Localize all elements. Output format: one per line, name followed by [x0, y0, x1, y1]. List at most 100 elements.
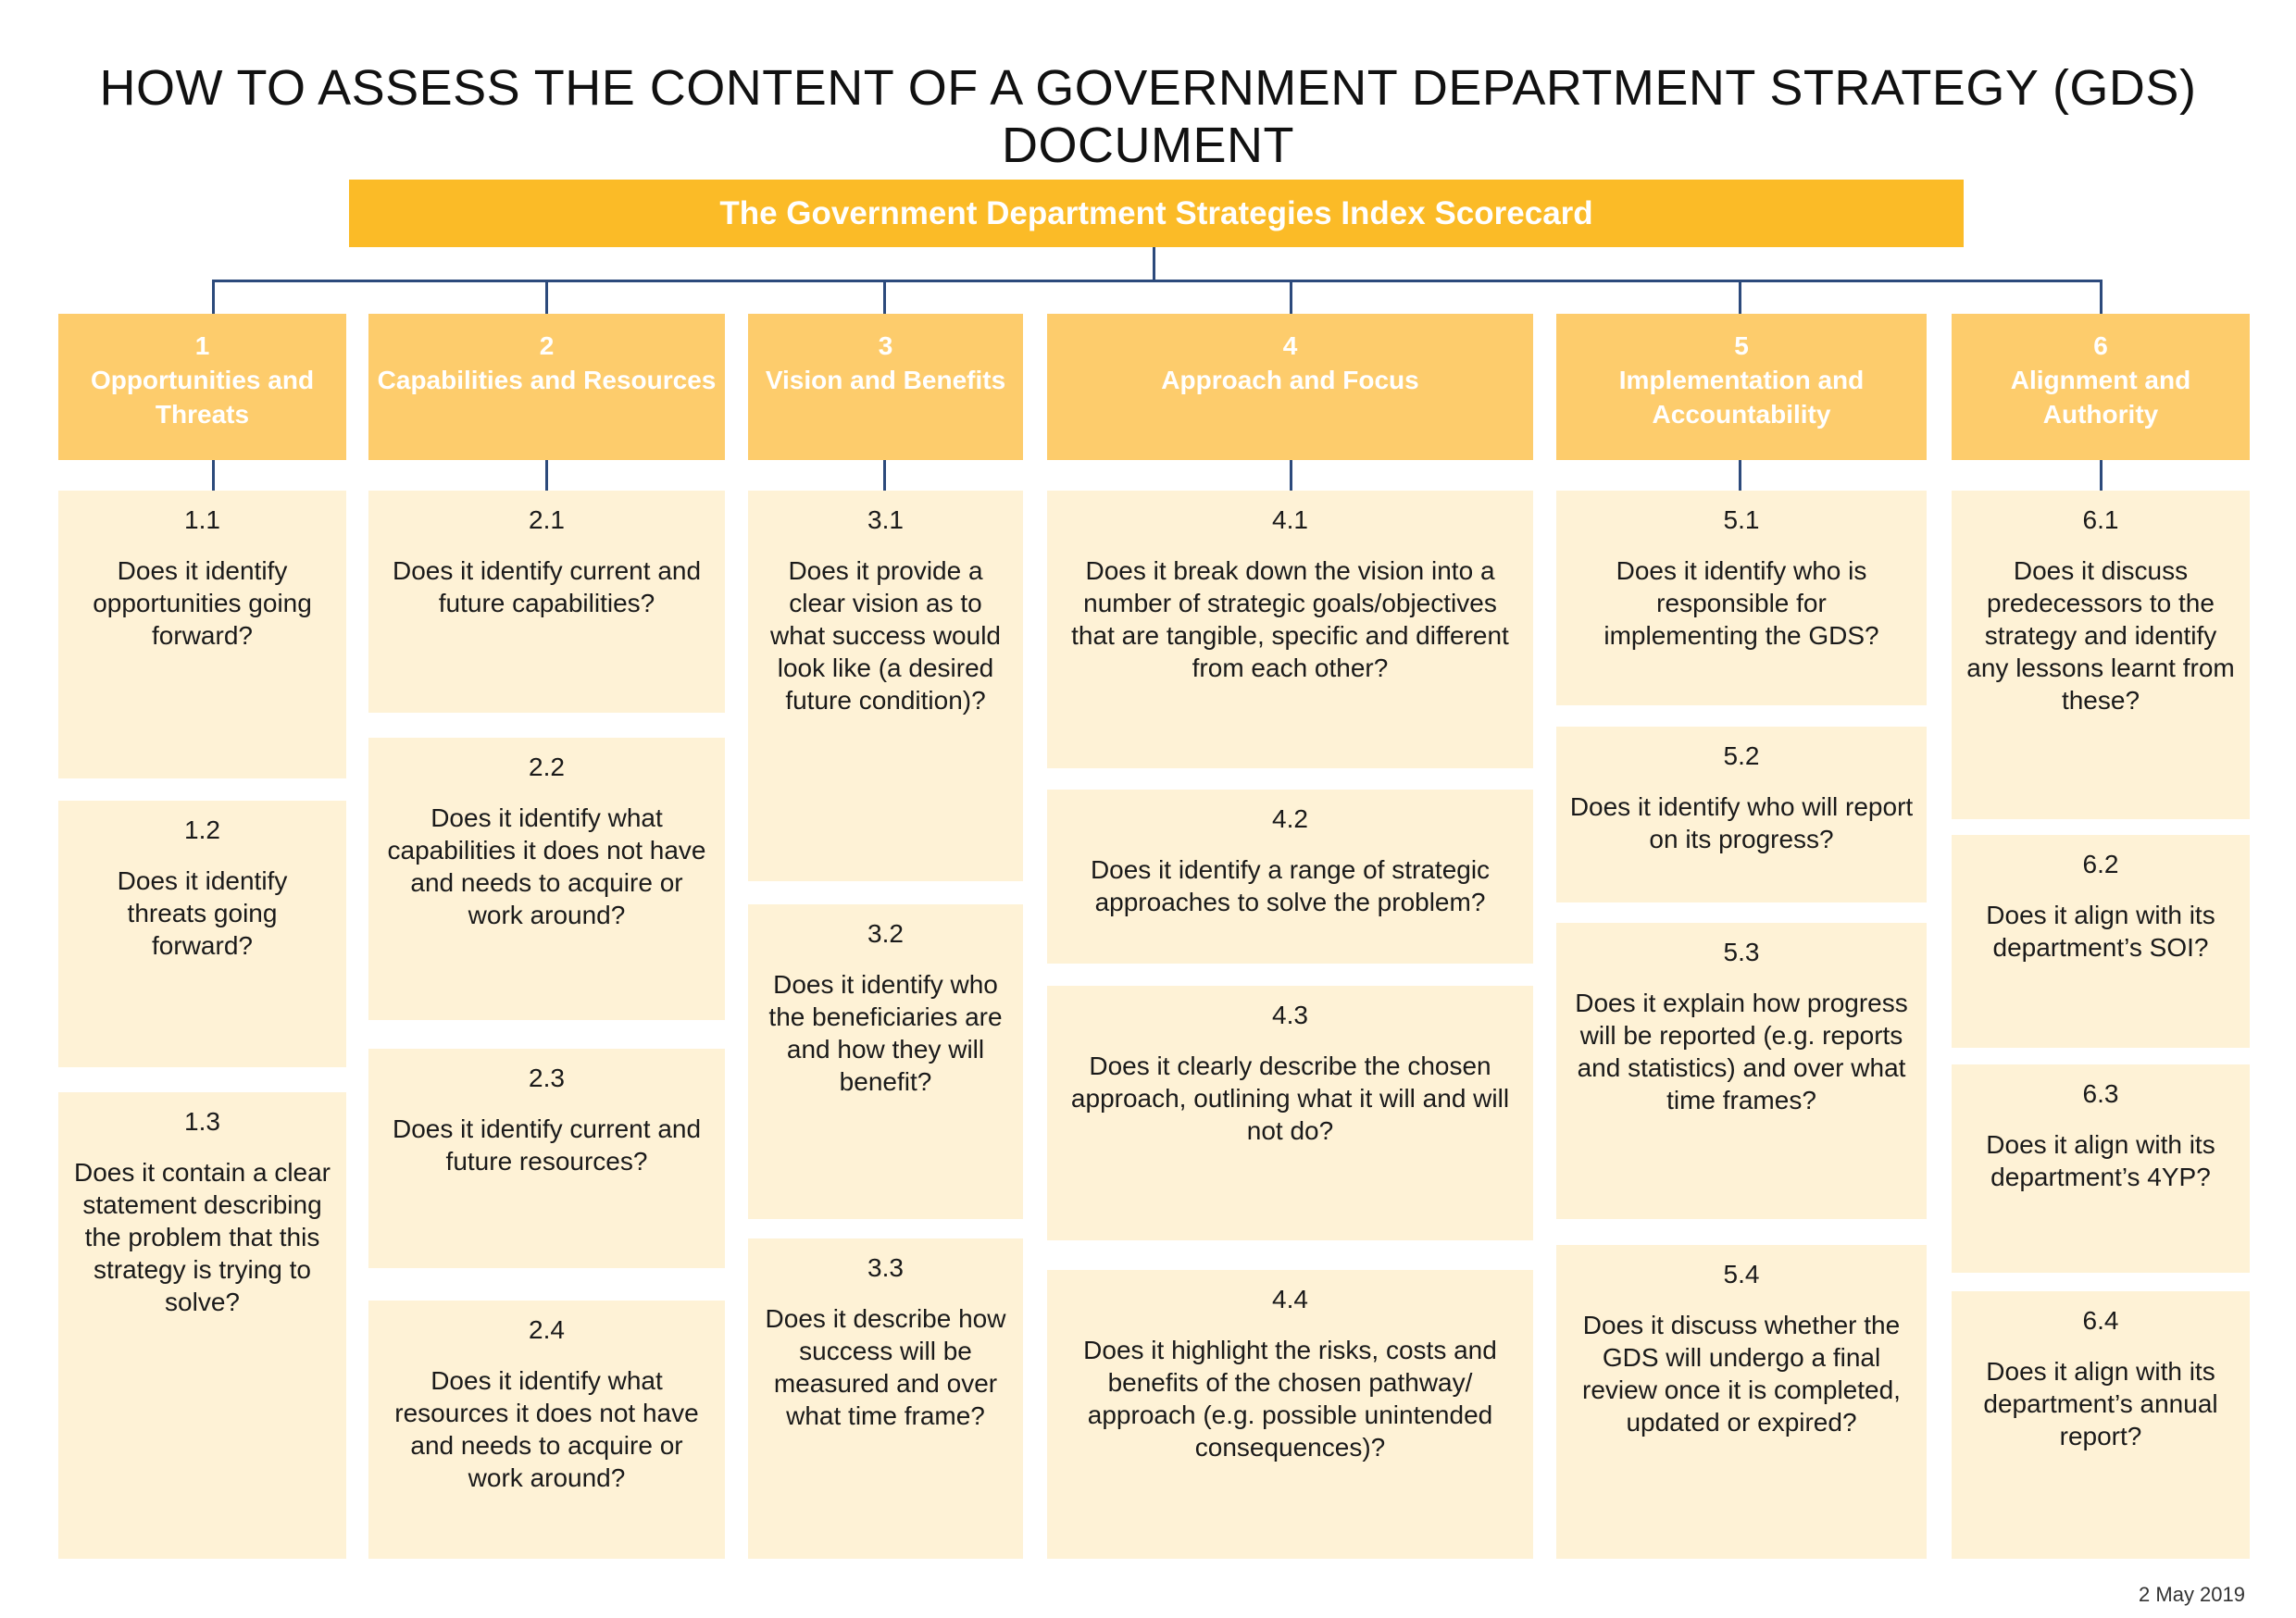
connector-drop-3 — [883, 280, 886, 314]
column-number: 4 — [1282, 331, 1298, 360]
question-number: 4.3 — [1272, 1001, 1308, 1029]
column-number: 6 — [2093, 331, 2108, 360]
connector-drop-1 — [212, 280, 215, 314]
question-number: 5.4 — [1723, 1260, 1760, 1288]
question-number: 1.3 — [184, 1107, 220, 1136]
connector-header-1 — [212, 460, 215, 491]
question-number: 4.1 — [1272, 505, 1308, 534]
question-box-5-4: 5.4 Does it discuss whether the GDS will… — [1556, 1245, 1927, 1559]
question-text: Does it identify current and future reso… — [392, 1114, 702, 1176]
question-number: 5.1 — [1723, 505, 1760, 534]
column-title: Vision and Benefits — [765, 366, 1006, 394]
column-number: 1 — [194, 331, 210, 360]
question-number: 3.3 — [867, 1253, 904, 1282]
connector-drop-2 — [545, 280, 548, 314]
question-text: Does it provide a clear vision as to wha… — [769, 556, 1001, 715]
column-title: Implementation and Accountability — [1618, 366, 1865, 429]
question-number: 4.4 — [1272, 1285, 1308, 1313]
question-box-3-3: 3.3 Does it describe how success will be… — [748, 1238, 1023, 1559]
connector-drop-6 — [2100, 280, 2103, 314]
question-text: Does it contain a clear statement descri… — [73, 1158, 331, 1316]
column-number: 3 — [878, 331, 893, 360]
question-box-1-2: 1.2 Does it identify threats going forwa… — [58, 801, 346, 1067]
question-number: 6.4 — [2082, 1306, 2119, 1335]
connector-header-5 — [1739, 460, 1741, 491]
question-box-6-2: 6.2 Does it align with its department’s … — [1952, 835, 2250, 1048]
question-number: 2.1 — [529, 505, 565, 534]
question-number: 5.3 — [1723, 938, 1760, 966]
connector-header-4 — [1290, 460, 1292, 491]
question-text: Does it identify who is responsible for … — [1603, 556, 1879, 650]
question-text: Does it describe how success will be mea… — [765, 1304, 1006, 1430]
question-number: 6.1 — [2082, 505, 2119, 534]
column-header-4: 4 Approach and Focus — [1047, 314, 1533, 460]
question-box-6-3: 6.3 Does it align with its department’s … — [1952, 1064, 2250, 1273]
connector-drop-4 — [1290, 280, 1292, 314]
column-header-1: 1 Opportunities and Threats — [58, 314, 346, 460]
column-title: Alignment and Authority — [2010, 366, 2191, 429]
column-header-3: 3 Vision and Benefits — [748, 314, 1023, 460]
question-box-4-2: 4.2 Does it identify a range of strategi… — [1047, 790, 1533, 964]
question-number: 1.2 — [184, 815, 220, 844]
question-number: 5.2 — [1723, 741, 1760, 770]
question-text: Does it align with its department’s 4YP? — [1986, 1130, 2215, 1191]
question-text: Does it identify who will report on its … — [1569, 792, 1914, 853]
question-box-2-4: 2.4 Does it identify what resources it d… — [368, 1301, 725, 1559]
question-box-2-2: 2.2 Does it identify what capabilities i… — [368, 738, 725, 1020]
question-number: 3.2 — [867, 919, 904, 948]
question-box-4-3: 4.3 Does it clearly describe the chosen … — [1047, 986, 1533, 1240]
question-text: Does it discuss predecessors to the stra… — [1966, 556, 2235, 715]
column-number: 2 — [539, 331, 555, 360]
question-text: Does it identify current and future capa… — [392, 556, 702, 617]
question-number: 3.1 — [867, 505, 904, 534]
question-box-5-3: 5.3 Does it explain how progress will be… — [1556, 923, 1927, 1219]
question-box-6-1: 6.1 Does it discuss predecessors to the … — [1952, 491, 2250, 819]
connector-bar — [212, 280, 2103, 282]
question-text: Does it highlight the risks, costs and b… — [1083, 1336, 1497, 1462]
column-title: Approach and Focus — [1161, 366, 1419, 394]
question-text: Does it align with its department’s SOI? — [1986, 901, 2215, 962]
question-text: Does it discuss whether the GDS will und… — [1582, 1311, 1901, 1437]
column-title: Capabilities and Resources — [377, 366, 717, 394]
question-box-2-1: 2.1 Does it identify current and future … — [368, 491, 725, 713]
question-box-5-1: 5.1 Does it identify who is responsible … — [1556, 491, 1927, 705]
question-text: Does it identify opportunities going for… — [93, 556, 312, 650]
connector-header-6 — [2100, 460, 2103, 491]
column-header-5: 5 Implementation and Accountability — [1556, 314, 1927, 460]
question-number: 2.3 — [529, 1064, 565, 1092]
question-text: Does it explain how progress will be rep… — [1575, 989, 1908, 1114]
question-text: Does it break down the vision into a num… — [1071, 556, 1509, 682]
question-text: Does it identify what resources it does … — [394, 1366, 699, 1492]
question-text: Does it identify what capabilities it do… — [387, 803, 706, 929]
question-text: Does it align with its department’s annu… — [1983, 1357, 2218, 1450]
question-number: 4.2 — [1272, 804, 1308, 833]
question-box-5-2: 5.2 Does it identify who will report on … — [1556, 727, 1927, 902]
question-box-6-4: 6.4 Does it align with its department’s … — [1952, 1291, 2250, 1559]
column-title: Opportunities and Threats — [90, 366, 315, 429]
connector-header-2 — [545, 460, 548, 491]
question-number: 6.3 — [2082, 1079, 2119, 1108]
scorecard-banner: The Government Department Strategies Ind… — [349, 180, 1964, 247]
question-number: 2.2 — [529, 753, 565, 781]
connector-header-3 — [883, 460, 886, 491]
question-text: Does it identify threats going forward? — [117, 866, 288, 960]
question-box-3-2: 3.2 Does it identify who the beneficiari… — [748, 904, 1023, 1219]
question-box-4-4: 4.4 Does it highlight the risks, costs a… — [1047, 1270, 1533, 1559]
question-box-1-1: 1.1 Does it identify opportunities going… — [58, 491, 346, 778]
question-text: Does it identify who the beneficiaries a… — [768, 970, 1003, 1096]
question-number: 1.1 — [184, 505, 220, 534]
column-number: 5 — [1734, 331, 1749, 360]
column-header-6: 6 Alignment and Authority — [1952, 314, 2250, 460]
question-number: 2.4 — [529, 1315, 565, 1344]
connector-drop-5 — [1739, 280, 1741, 314]
question-box-1-3: 1.3 Does it contain a clear statement de… — [58, 1092, 346, 1559]
question-box-2-3: 2.3 Does it identify current and future … — [368, 1049, 725, 1268]
question-text: Does it identify a range of strategic ap… — [1090, 855, 1491, 916]
connector-trunk — [1153, 247, 1155, 281]
question-number: 6.2 — [2082, 850, 2119, 878]
question-text: Does it clearly describe the chosen appr… — [1070, 1052, 1510, 1145]
column-header-2: 2 Capabilities and Resources — [368, 314, 725, 460]
question-box-3-1: 3.1 Does it provide a clear vision as to… — [748, 491, 1023, 881]
footer-date: 2 May 2019 — [2139, 1583, 2245, 1606]
page-title: HOW TO ASSESS THE CONTENT OF A GOVERNMEN… — [99, 60, 2197, 173]
